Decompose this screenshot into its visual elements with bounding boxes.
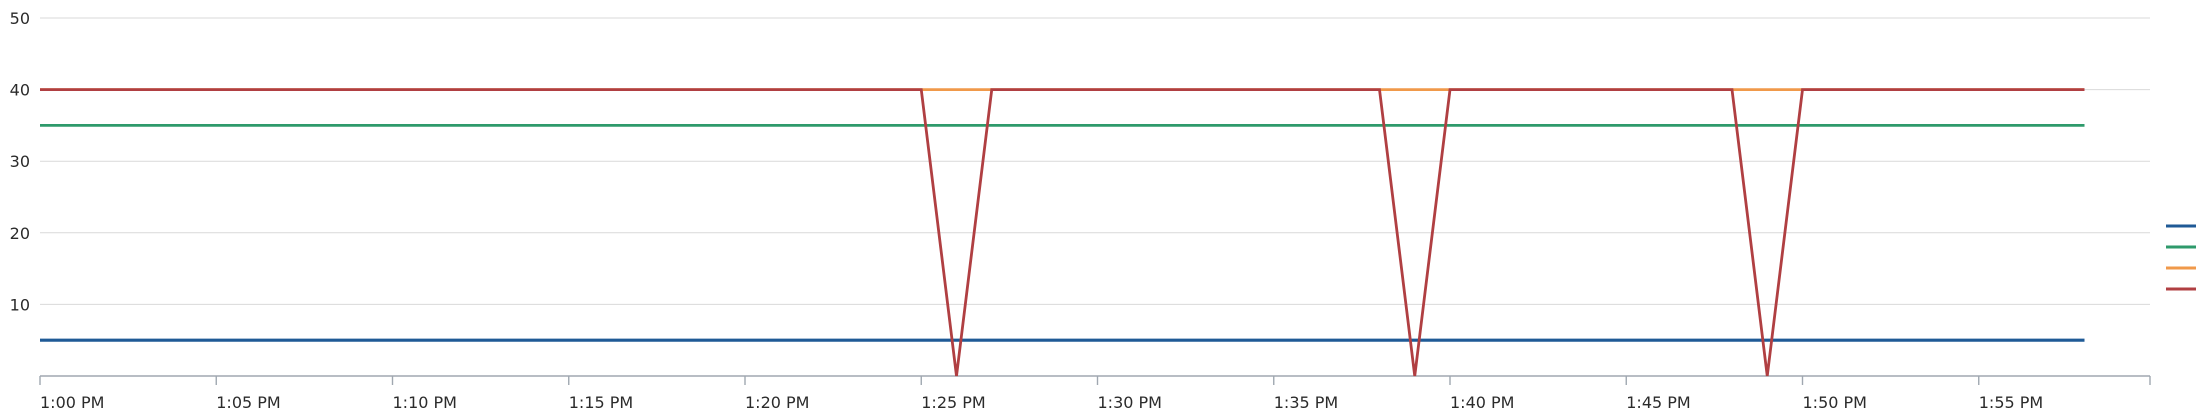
x-tick-label: 1:40 PM (1450, 393, 1514, 412)
grid-lines (40, 17, 2150, 305)
x-tick-label: 1:15 PM (569, 393, 633, 412)
x-tick-label: 1:20 PM (745, 393, 809, 412)
y-tick-label: 40 (10, 81, 30, 100)
y-tick-label: 10 (10, 295, 30, 314)
x-tick-label: 1:30 PM (1098, 393, 1162, 412)
x-tick-label: 1:05 PM (216, 393, 280, 412)
x-tick-label: 1:55 PM (1979, 393, 2043, 412)
x-tick-label: 1:45 PM (1626, 393, 1690, 412)
series-line-4 (40, 88, 2085, 377)
series-lines (40, 88, 2085, 377)
x-tick-label: 1:00 PM (40, 393, 104, 412)
x-tick-label: 1:25 PM (921, 393, 985, 412)
x-axis-ticks: 1:00 PM 1:05 PM 1:10 PM 1:15 PM 1:20 PM 1:25 … (39, 376, 2151, 412)
y-tick-label: 50 (10, 9, 30, 28)
x-tick-label: 1:10 PM (393, 393, 457, 412)
y-tick-label: 20 (10, 224, 30, 243)
y-axis-ticks: 10 20 30 40 50 (10, 9, 30, 314)
y-tick-label: 30 (10, 152, 30, 171)
x-tick-label: 1:50 PM (1803, 393, 1867, 412)
x-tick-label: 1:35 PM (1274, 393, 1338, 412)
legend (2166, 224, 2196, 291)
